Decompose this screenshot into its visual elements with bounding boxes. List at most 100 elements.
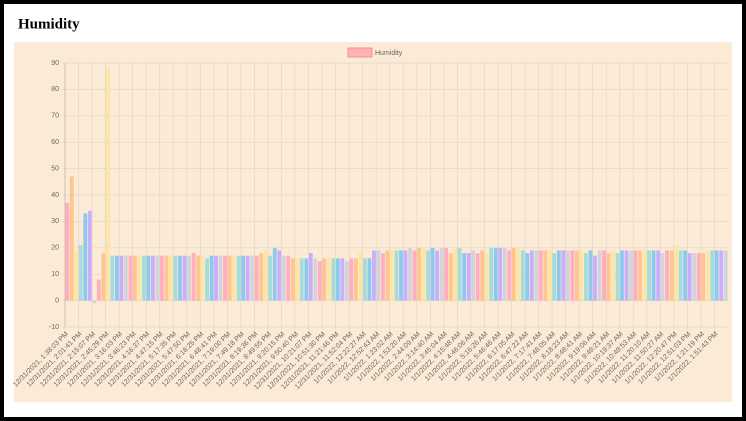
bar: [593, 255, 597, 301]
bar: [484, 253, 489, 301]
bar: [74, 250, 79, 301]
bar: [538, 250, 543, 301]
y-tick-label: 10: [51, 271, 59, 278]
bar: [254, 255, 259, 301]
bar: [597, 250, 602, 301]
bar: [705, 250, 710, 301]
bar: [133, 255, 137, 301]
chart-area: [14, 42, 732, 402]
bar: [611, 250, 615, 301]
bar: [714, 250, 719, 301]
bar: [462, 253, 467, 301]
bar: [101, 253, 106, 301]
bar: [205, 258, 209, 301]
bar: [471, 250, 476, 301]
bar: [376, 250, 381, 301]
chart-title: Humidity: [18, 16, 80, 32]
bar: [308, 253, 313, 301]
bar: [299, 258, 304, 301]
bar: [245, 255, 250, 301]
bar: [200, 255, 205, 301]
bar: [394, 250, 399, 301]
y-tick-label: 50: [51, 165, 59, 172]
bar: [128, 255, 133, 301]
bar: [326, 258, 331, 301]
bar: [502, 247, 507, 301]
bar: [137, 255, 142, 301]
bar: [367, 258, 372, 301]
bar: [520, 250, 525, 301]
bar: [584, 253, 588, 301]
bar: [372, 250, 376, 301]
bar: [638, 250, 642, 301]
bar: [665, 250, 670, 301]
bar: [349, 258, 354, 301]
bar: [232, 255, 237, 301]
bar: [173, 255, 178, 301]
bar: [218, 255, 223, 301]
bar: [565, 250, 570, 301]
bar: [588, 250, 593, 301]
bar: [277, 250, 282, 301]
bar: [710, 250, 715, 301]
bar: [354, 258, 358, 301]
bar: [331, 258, 336, 301]
bar: [444, 247, 449, 301]
bar: [448, 253, 453, 301]
bar: [65, 202, 70, 301]
y-tick-label: -10: [49, 324, 59, 331]
bar: [534, 250, 539, 301]
bar: [457, 247, 462, 301]
bar: [381, 253, 385, 301]
bar: [313, 258, 318, 301]
bar: [453, 247, 458, 301]
bar: [678, 250, 683, 301]
bar: [624, 250, 629, 301]
bar: [426, 250, 430, 301]
bar: [408, 247, 412, 301]
bar: [692, 253, 697, 301]
y-tick-label: 80: [51, 86, 59, 93]
bar: [187, 255, 191, 301]
bar: [385, 250, 390, 301]
bar: [241, 255, 246, 301]
bar: [543, 250, 548, 301]
bar: [209, 255, 214, 301]
y-tick-label: 20: [51, 245, 59, 252]
bar: [182, 255, 187, 301]
bar: [674, 245, 679, 301]
bar: [615, 253, 620, 301]
bar: [660, 253, 665, 301]
legend-label: Humidity: [375, 50, 403, 57]
bar: [403, 250, 408, 301]
bar: [399, 250, 403, 301]
bar: [335, 258, 340, 301]
bar: [114, 255, 119, 301]
bar: [286, 255, 291, 301]
y-tick-label: 70: [51, 113, 59, 120]
bar: [123, 255, 128, 301]
y-tick-label: 0: [55, 297, 59, 304]
bar: [507, 250, 512, 301]
bar: [272, 247, 277, 301]
y-tick-label: 40: [51, 192, 59, 199]
bar: [430, 247, 435, 301]
bar: [304, 258, 309, 301]
bar: [96, 279, 101, 301]
bar: [268, 255, 273, 301]
bar: [421, 247, 426, 301]
bar: [259, 253, 264, 301]
bar: [146, 255, 151, 301]
bar: [223, 255, 228, 301]
bar: [489, 247, 494, 301]
y-tick-label: 60: [51, 139, 59, 146]
bar: [83, 213, 88, 301]
bar: [105, 68, 110, 301]
bar: [178, 255, 182, 301]
bar: [435, 250, 439, 301]
bar: [629, 250, 633, 301]
bar: [290, 258, 295, 301]
bar: [191, 253, 196, 301]
bar: [295, 258, 300, 301]
